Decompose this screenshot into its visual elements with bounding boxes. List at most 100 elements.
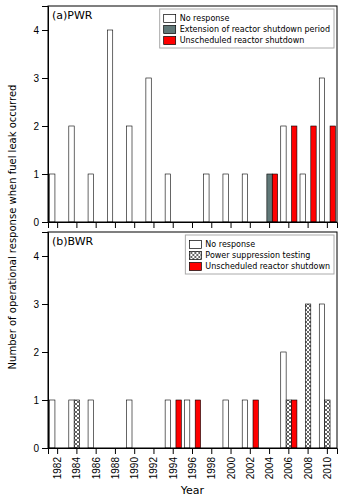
- x-axis: [49, 222, 338, 228]
- tick-mark: [134, 222, 135, 228]
- x-axis-title: Year: [180, 484, 205, 497]
- axis-domain: [49, 223, 338, 229]
- tick: 1998: [206, 448, 217, 479]
- bar: [127, 400, 132, 448]
- tick-label: 1988: [110, 457, 121, 480]
- tick: 1: [33, 395, 48, 406]
- bar: [88, 400, 93, 448]
- tick: 2010: [322, 448, 333, 479]
- tick-mark: [42, 78, 48, 79]
- tick-label: 1990: [129, 457, 140, 480]
- tick-label: 2006: [283, 457, 294, 480]
- tick-mark: [327, 448, 328, 454]
- tick-mark: [42, 256, 48, 257]
- tick: 0: [33, 217, 48, 228]
- bar: [176, 400, 181, 448]
- bar: [69, 126, 74, 222]
- bar: [195, 400, 200, 448]
- tick: 1982: [52, 448, 63, 479]
- bar: [305, 304, 310, 448]
- legend-box: [160, 9, 334, 48]
- bar: [184, 400, 189, 448]
- tick: 1994: [168, 448, 179, 479]
- legend-swatch: [189, 241, 201, 249]
- tick-label: 2010: [322, 457, 333, 480]
- tick-mark: [153, 222, 154, 228]
- legend-swatch: [164, 26, 176, 34]
- tick-label: 2: [33, 121, 39, 132]
- tick-mark: [42, 30, 48, 31]
- tick-mark: [42, 352, 48, 353]
- tick-label: 3: [33, 73, 39, 84]
- tick: 2006: [283, 448, 294, 479]
- bar: [50, 400, 55, 448]
- legend-swatch: [189, 263, 201, 271]
- tick: [231, 222, 232, 228]
- tick-mark: [76, 448, 77, 454]
- tick-label: 1994: [168, 457, 179, 480]
- tick-label: 1: [33, 395, 39, 406]
- tick-label: 0: [33, 443, 39, 454]
- bar: [300, 174, 305, 222]
- y-axis-title: Number of operational response when fuel…: [7, 85, 18, 370]
- tick: [115, 222, 116, 228]
- panel-title: (a)PWR: [52, 9, 93, 22]
- tick: 2000: [226, 448, 237, 479]
- tick-mark: [42, 400, 48, 401]
- bar: [267, 174, 272, 222]
- tick-label: 2004: [264, 457, 275, 480]
- tick-mark: [42, 448, 48, 449]
- bar: [69, 400, 74, 448]
- tick: 3: [33, 73, 48, 84]
- tick-label: 1992: [148, 457, 159, 480]
- bar: [325, 400, 330, 448]
- x-axis: 1982 1984 1986 1988 1990 1992 1994 1996 1998 2000…: [49, 448, 338, 479]
- tick-label: 1984: [71, 457, 82, 480]
- tick: [327, 222, 328, 228]
- tick: [96, 222, 97, 228]
- tick: 1992: [148, 448, 159, 479]
- tick-label: 0: [33, 217, 39, 228]
- tick-label: 2008: [303, 457, 314, 480]
- tick: 2004: [264, 448, 275, 479]
- tick: [288, 222, 289, 228]
- tick-label: 1986: [91, 457, 102, 480]
- tick-label: 2000: [226, 457, 237, 480]
- y-axis: 01234: [33, 233, 48, 454]
- panel-title: (b)BWR: [52, 235, 94, 248]
- tick: 2002: [245, 448, 256, 479]
- bar: [272, 174, 277, 222]
- bar: [281, 126, 286, 222]
- tick: 0: [33, 443, 48, 454]
- tick: 4: [33, 25, 48, 36]
- tick-label: 2002: [245, 457, 256, 480]
- bar: [223, 400, 228, 448]
- tick-mark: [192, 222, 193, 228]
- tick: [192, 222, 193, 228]
- bar: [50, 174, 55, 222]
- tick: 1996: [187, 448, 198, 479]
- tick-mark: [327, 222, 328, 228]
- bar: [223, 174, 228, 222]
- tick-mark: [192, 448, 193, 454]
- tick: [76, 222, 77, 228]
- tick-mark: [115, 448, 116, 454]
- tick-mark: [42, 174, 48, 175]
- tick-mark: [42, 126, 48, 127]
- legend-label: Unscheduled reactor shutdown: [180, 36, 305, 45]
- axis-domain: [49, 449, 338, 455]
- tick: [250, 222, 251, 228]
- tick-mark: [96, 222, 97, 228]
- tick-label: 2: [33, 347, 39, 358]
- tick-mark: [288, 448, 289, 454]
- legend: No responseExtension of reactor shutdown…: [160, 9, 334, 48]
- tick-mark: [211, 448, 212, 454]
- tick-mark: [308, 222, 309, 228]
- bar: [127, 126, 132, 222]
- tick: 2: [33, 121, 48, 132]
- tick-label: 1: [33, 169, 39, 180]
- bar: [165, 400, 170, 448]
- legend-swatch: [164, 15, 176, 23]
- plot-frame: [48, 232, 337, 448]
- bar: [242, 400, 247, 448]
